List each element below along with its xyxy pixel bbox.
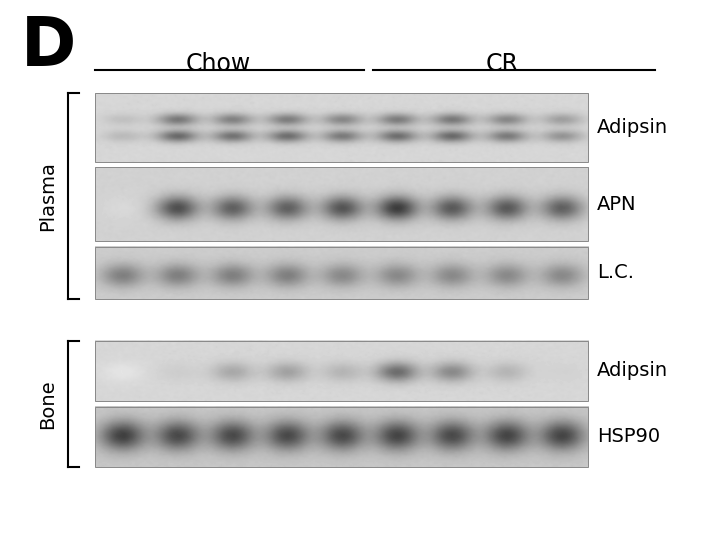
Bar (95, 247, 588, 299)
Text: Adipsin: Adipsin (597, 118, 668, 137)
Text: Adipsin: Adipsin (597, 362, 668, 380)
Bar (95, 93, 588, 162)
Text: CR: CR (486, 52, 519, 76)
Text: D: D (20, 14, 76, 79)
Text: Chow: Chow (186, 52, 251, 76)
Text: L.C.: L.C. (597, 263, 634, 282)
Text: HSP90: HSP90 (597, 427, 660, 446)
Text: Bone: Bone (38, 379, 57, 429)
Bar (95, 407, 588, 467)
Text: Plasma: Plasma (38, 161, 57, 231)
Bar (95, 167, 588, 241)
Bar (95, 341, 588, 401)
Text: APN: APN (597, 195, 636, 214)
